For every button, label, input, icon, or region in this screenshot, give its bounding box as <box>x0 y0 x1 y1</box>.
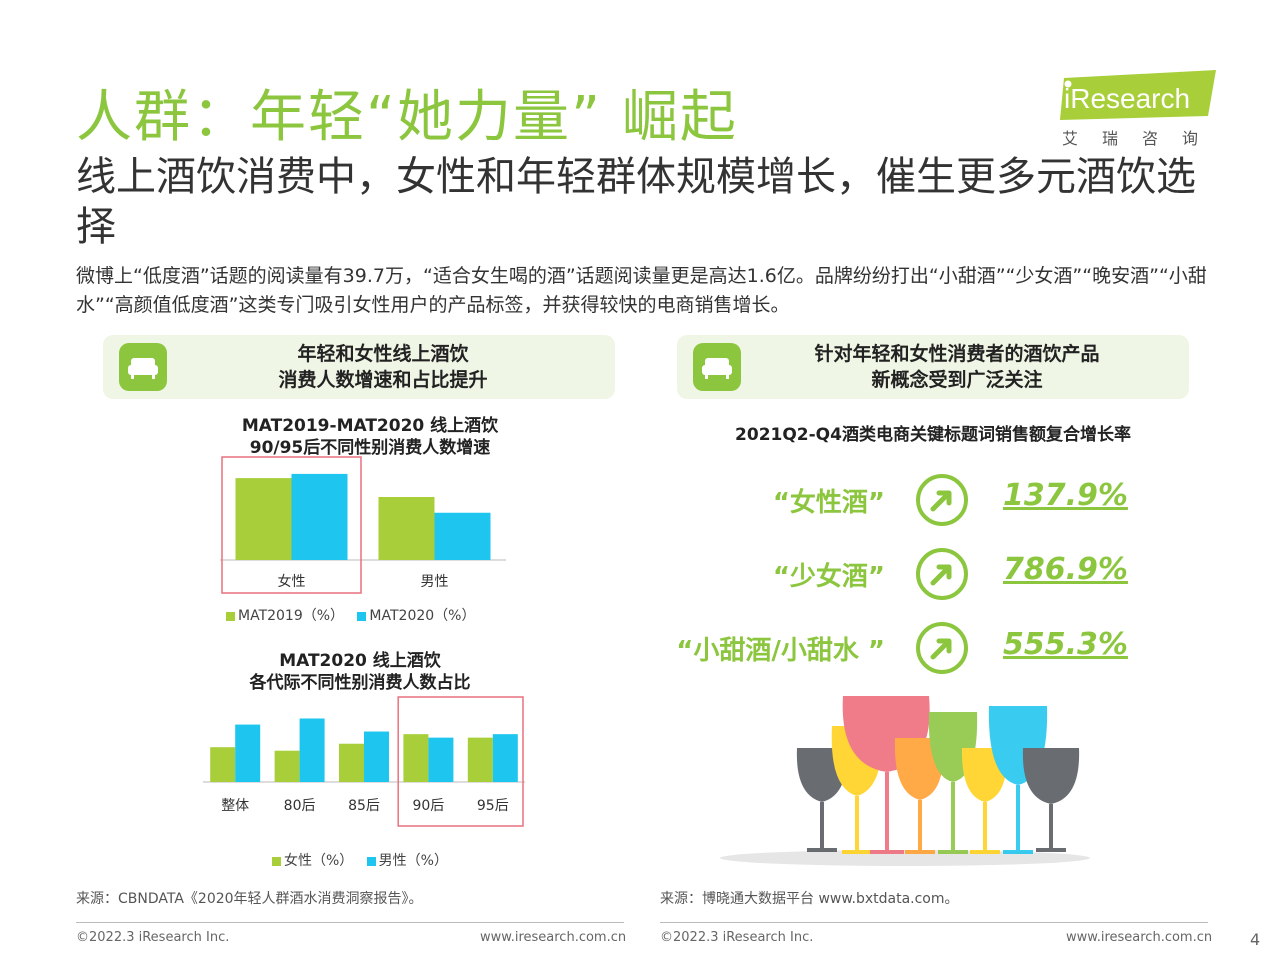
chart2-title: MAT2020 线上酒饮 <box>279 651 441 671</box>
iresearch-logo: iResearch <box>1058 70 1216 124</box>
bar-女性-0 <box>235 478 292 560</box>
left-panel-header-line2: 消费人数增速和占比提升 <box>278 369 488 391</box>
bar-女性-1 <box>291 473 348 560</box>
right-panel-header-line2: 新概念受到广泛关注 <box>871 369 1043 391</box>
divider <box>76 922 624 923</box>
page-title: 人群：年轻“她力量” 崛起 <box>76 85 738 150</box>
logo-subtext: 艾瑞咨询 <box>1062 129 1223 148</box>
bar-80后-1 <box>299 718 325 782</box>
logo-brand-text: iResearch <box>1064 83 1190 114</box>
left-panel-header-line1: 年轻和女性线上酒饮 <box>297 343 469 365</box>
sofa-icon <box>119 343 167 391</box>
keyword-value-1: 137.9% <box>1003 478 1128 513</box>
bar-85后-0 <box>339 743 364 782</box>
highlight-box <box>221 456 362 594</box>
keyword-label-1: “女性酒” <box>772 488 885 518</box>
right-panel-header-line1: 针对年轻和女性消费者的酒饮产品 <box>814 343 1100 365</box>
highlight-box <box>397 696 524 827</box>
x-tick-label: 男性 <box>421 574 449 590</box>
chart1-plot: 女性 男性 <box>220 456 506 594</box>
keyword-value-2: 786.9% <box>1003 552 1128 587</box>
x-tick-label: 整体 <box>221 798 249 814</box>
legend-swatch <box>357 611 367 621</box>
keyword-chart-title: 2021Q2-Q4酒类电商关键标题词销售额复合增长率 <box>735 425 1131 445</box>
keyword-label-3: “小甜酒/小甜水 ” <box>676 636 885 666</box>
bar-男性-0 <box>378 497 435 560</box>
legend-swatch <box>366 856 376 866</box>
keyword-value-3: 555.3% <box>1003 627 1128 662</box>
chart1-title: MAT2019-MAT2020 线上酒饮 <box>241 416 499 436</box>
bar-男性-1 <box>434 512 491 560</box>
chart2-legend-item-2: 男性（%） <box>378 853 448 869</box>
wine-glasses-illustration <box>720 696 1090 866</box>
chart2-subtitle: 各代际不同性别消费人数占比 <box>249 673 471 693</box>
page-number: 4 <box>1250 930 1261 949</box>
up-right-arrow-icon <box>916 622 968 674</box>
bar-95后-1 <box>492 734 518 782</box>
up-right-arrow-icon <box>916 474 968 526</box>
x-tick-label: 女性 <box>278 573 306 590</box>
legend-swatch <box>226 611 235 621</box>
intro-paragraph: 微博上“低度酒”话题的阅读量有39.7万，“适合女生喝的酒”话题阅读量更是高达1… <box>76 265 1207 316</box>
bar-95后-0 <box>467 737 493 782</box>
keyword-label-2: “少女酒” <box>772 562 885 592</box>
divider <box>660 922 1208 923</box>
chart2-legend: 女性（%） 男性（%） <box>272 850 448 870</box>
footer-url-right[interactable]: www.iresearch.com.cn <box>1066 930 1213 945</box>
bar-80后-0 <box>274 750 300 782</box>
up-right-arrow-icon <box>916 548 968 600</box>
chart1-legend-item-1: MAT2019（%） <box>238 608 345 624</box>
page-subtitle: 线上酒饮消费中，女性和年轻群体规模增长，催生更多元酒饮选择 <box>76 154 1196 250</box>
footer-copyright-left: ©2022.3 iResearch Inc. <box>76 930 230 945</box>
bar-85后-1 <box>364 731 389 782</box>
chart2-plot: 整体 80后 85后 90后 95后 <box>203 696 525 827</box>
chart1-subtitle: 90/95后不同性别消费人数增速 <box>249 438 491 458</box>
footer-copyright-right: ©2022.3 iResearch Inc. <box>660 930 814 945</box>
source-right: 来源：博晓通大数据平台 www.bxtdata.com。 <box>660 891 959 907</box>
x-tick-label: 85后 <box>348 798 380 814</box>
x-tick-label: 90后 <box>412 798 444 814</box>
chart1-legend-item-2: MAT2020（%） <box>369 608 476 624</box>
right-panel-header: 针对年轻和女性消费者的酒饮产品 新概念受到广泛关注 <box>677 335 1189 399</box>
x-tick-label: 95后 <box>477 798 509 814</box>
footer-url-left[interactable]: www.iresearch.com.cn <box>480 930 627 945</box>
bar-整体-0 <box>210 747 236 782</box>
chart1-legend: MAT2019（%） MAT2020（%） <box>226 605 475 625</box>
sofa-icon <box>693 343 741 391</box>
x-tick-label: 80后 <box>284 798 316 814</box>
legend-swatch <box>272 856 281 866</box>
chart2-legend-item-1: 女性（%） <box>284 853 354 869</box>
source-left: 来源：CBNDATA《2020年轻人群酒水消费洞察报告》。 <box>76 891 423 907</box>
left-panel-header: 年轻和女性线上酒饮 消费人数增速和占比提升 <box>103 335 615 399</box>
bar-90后-0 <box>403 734 429 782</box>
bar-90后-1 <box>428 737 454 782</box>
bar-整体-1 <box>235 724 261 782</box>
